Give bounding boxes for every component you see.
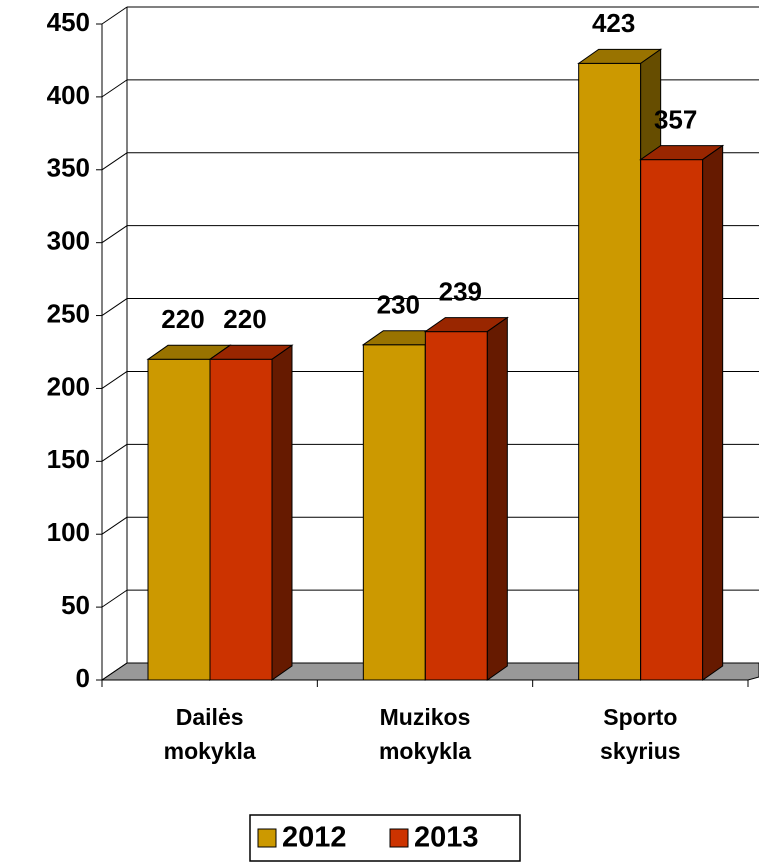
y-tick-label: 50 (61, 590, 90, 620)
data-label: 239 (439, 276, 482, 306)
legend-box (249, 814, 521, 862)
y-tick-label: 200 (47, 371, 90, 401)
grid-line-side (101, 516, 128, 535)
grid-line-side (101, 79, 128, 98)
bar-front (362, 344, 426, 681)
bar-front (147, 358, 211, 681)
grid-line-side (101, 298, 128, 316)
bar-front (640, 159, 704, 681)
data-label: 220 (223, 304, 266, 334)
data-label: 230 (377, 290, 420, 320)
y-tick-label: 250 (47, 298, 90, 328)
y-tick-label: 350 (47, 153, 90, 183)
bar-side (271, 344, 293, 681)
legend-label: 2013 (414, 822, 479, 854)
x-tick-label: Sporto skyrius (600, 704, 681, 764)
data-label: 357 (654, 104, 697, 134)
grid-line-side (101, 225, 128, 244)
bar (208, 344, 294, 681)
bar-front (578, 62, 642, 681)
grid-line-side (101, 152, 128, 171)
legend-swatch (389, 828, 409, 848)
y-tick-label: 100 (47, 517, 90, 547)
data-label: 423 (592, 8, 635, 38)
grid-line-side (101, 443, 128, 462)
y-tick-label: 400 (47, 80, 90, 110)
legend-label: 2012 (282, 822, 347, 854)
bar (423, 316, 509, 681)
y-tick-label: 0 (76, 663, 90, 693)
grid-line-side (101, 662, 128, 681)
y-tick-label: 300 (47, 226, 90, 256)
legend-swatch (257, 828, 277, 848)
bar-front (424, 331, 488, 681)
bar-side (702, 144, 724, 681)
grid-line-side (101, 6, 128, 25)
bar-front (209, 358, 273, 681)
bar-side (486, 316, 508, 681)
grid-line-side (101, 371, 128, 389)
bar (639, 144, 725, 681)
y-tick-label: 450 (47, 7, 90, 37)
x-tick-label: Dailės mokykla (163, 704, 256, 764)
data-label: 220 (161, 304, 204, 334)
y-tick-label: 150 (47, 444, 90, 474)
x-tick-label: Muzikos mokykla (378, 704, 472, 764)
grid-line-side (101, 589, 128, 608)
